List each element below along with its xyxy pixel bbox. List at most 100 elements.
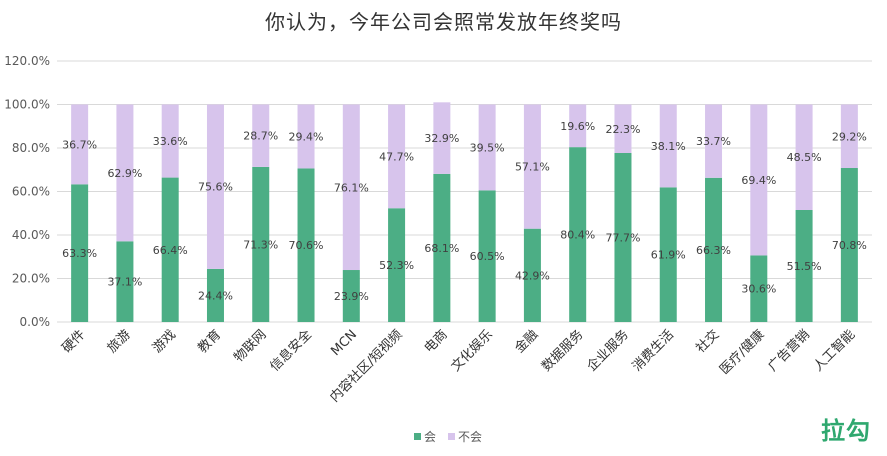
bar-no: [569, 104, 587, 148]
bar-no: [523, 104, 541, 229]
bar-yes: [795, 209, 813, 322]
bar-no: [116, 104, 134, 242]
legend-swatch: [448, 433, 455, 440]
data-label-no: 69.4%: [741, 174, 776, 187]
bar-no: [252, 104, 270, 167]
data-label-no: 38.1%: [651, 140, 686, 153]
x-category-label: 教育: [195, 327, 225, 357]
x-category-label: 物联网: [231, 327, 269, 365]
data-label-yes: 70.8%: [832, 239, 867, 252]
data-label-yes: 71.3%: [243, 238, 278, 251]
data-label-yes: 63.3%: [62, 247, 97, 260]
x-category-label: 广告营销: [766, 327, 813, 374]
y-tick-label: 120.0%: [4, 54, 50, 68]
data-label-no: 57.1%: [515, 161, 550, 174]
data-label-yes: 30.6%: [741, 283, 776, 296]
bar-no: [342, 104, 360, 271]
y-tick-label: 60.0%: [12, 185, 50, 199]
data-label-no: 32.9%: [424, 132, 459, 145]
legend-label: 会: [424, 430, 436, 444]
bar-no: [478, 104, 496, 191]
x-category-label: 硬件: [59, 327, 88, 356]
data-label-no: 76.1%: [334, 181, 369, 194]
data-label-yes: 51.5%: [787, 260, 822, 273]
y-tick-label: 100.0%: [4, 98, 50, 112]
bar-yes: [206, 268, 224, 322]
y-tick-label: 40.0%: [12, 228, 50, 242]
bar-yes: [342, 270, 360, 322]
x-category-label: 旅游: [105, 327, 134, 356]
legend-label: 不会: [458, 430, 482, 444]
bar-yes: [705, 177, 723, 322]
data-label-yes: 42.9%: [515, 269, 550, 282]
y-tick-label: 80.0%: [12, 141, 50, 155]
bar-yes: [659, 187, 677, 322]
bar-no: [71, 104, 89, 185]
data-label-no: 62.9%: [107, 167, 142, 180]
bar-no: [750, 104, 768, 256]
bar-yes: [71, 184, 89, 322]
data-label-yes: 66.3%: [696, 244, 731, 257]
bar-yes: [523, 228, 541, 322]
x-category-label: MCN: [328, 327, 360, 359]
data-label-no: 33.6%: [153, 135, 188, 148]
bar-yes: [614, 153, 632, 322]
data-label-yes: 68.1%: [424, 242, 459, 255]
data-label-yes: 23.9%: [334, 290, 369, 303]
y-tick-label: 0.0%: [20, 315, 51, 329]
bar-yes: [433, 173, 451, 322]
data-label-no: 22.3%: [605, 123, 640, 136]
data-label-yes: 61.9%: [651, 249, 686, 262]
bar-no: [388, 104, 406, 209]
data-label-yes: 24.4%: [198, 289, 233, 302]
bar-yes: [569, 147, 587, 322]
bar-no: [614, 104, 632, 154]
bar-yes: [297, 168, 315, 322]
data-label-no: 47.7%: [379, 150, 414, 163]
x-category-label: 信息安全: [267, 327, 315, 375]
data-label-no: 29.4%: [289, 130, 324, 143]
data-label-no: 28.7%: [243, 130, 278, 143]
y-tick-label: 20.0%: [12, 272, 50, 286]
data-label-no: 75.6%: [198, 181, 233, 194]
legend-swatch: [414, 433, 421, 440]
x-category-label: 金融: [512, 327, 542, 357]
x-category-label: 数据服务: [538, 327, 586, 375]
bar-no: [659, 104, 677, 188]
bar-yes: [750, 255, 768, 322]
bar-no: [297, 104, 315, 169]
data-label-no: 33.7%: [696, 135, 731, 148]
x-category-label: 社交: [693, 327, 723, 357]
bar-yes: [161, 177, 179, 322]
data-label-yes: 77.7%: [605, 232, 640, 245]
bar-yes: [840, 168, 858, 322]
x-category-label: 医疗/健康: [716, 327, 767, 378]
data-label-yes: 37.1%: [107, 276, 142, 289]
data-label-no: 29.2%: [832, 130, 867, 143]
bar-yes: [478, 190, 496, 322]
data-label-no: 36.7%: [62, 138, 97, 151]
bar-yes: [252, 166, 270, 322]
x-category-label: 人工智能: [811, 327, 858, 374]
x-category-label: 消费生活: [630, 327, 677, 374]
bar-yes: [388, 208, 406, 322]
bar-no: [206, 104, 224, 269]
data-label-yes: 60.5%: [470, 250, 505, 263]
data-label-yes: 52.3%: [379, 259, 414, 272]
data-label-yes: 66.4%: [153, 244, 188, 257]
data-label-yes: 70.6%: [289, 239, 324, 252]
x-category-label: 电商: [422, 327, 451, 356]
data-label-no: 39.5%: [470, 141, 505, 154]
x-category-label: 企业服务: [584, 327, 632, 375]
data-label-no: 19.6%: [560, 120, 595, 133]
bar-no: [795, 104, 813, 210]
chart-title: 你认为，今年公司会照常发放年终奖吗: [265, 10, 622, 34]
x-category-label: 文化娱乐: [449, 327, 496, 374]
bar-no: [161, 104, 179, 178]
bar-yes: [116, 241, 134, 322]
bar-no: [705, 104, 723, 178]
x-category-label: 游戏: [150, 327, 179, 356]
bar-no: [840, 104, 858, 169]
